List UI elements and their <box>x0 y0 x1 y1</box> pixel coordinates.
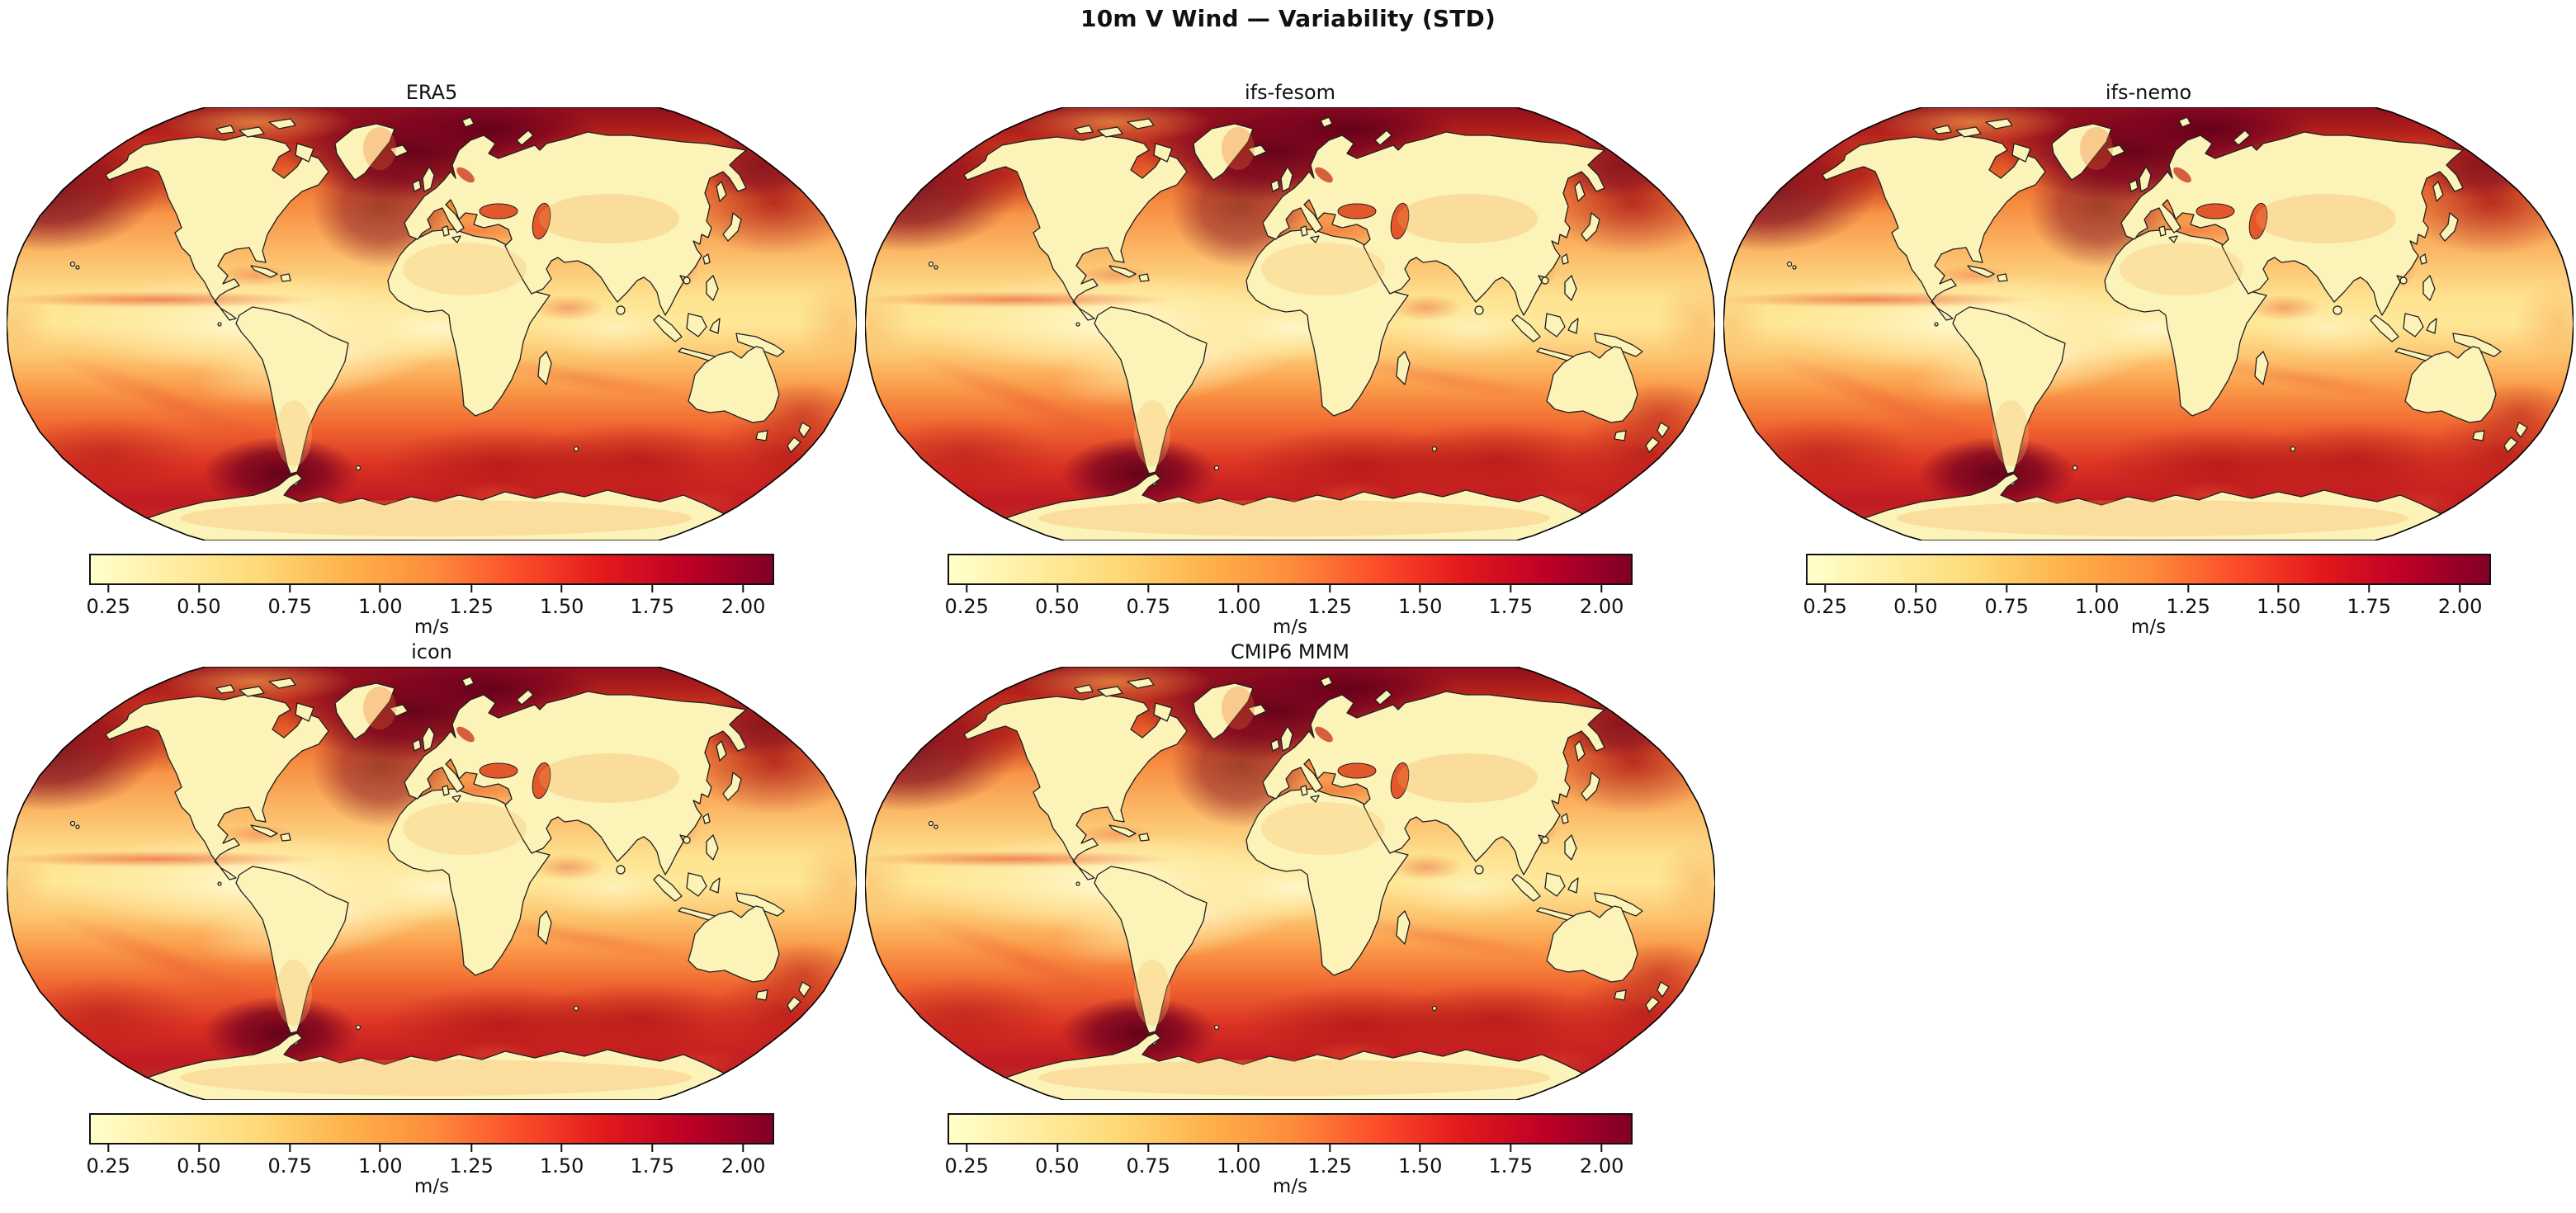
colorbar-tick-1.25: 1.25 <box>1307 1145 1351 1178</box>
colorbar-tick-1.75: 1.75 <box>631 1145 674 1178</box>
colorbar-tick-2.00: 2.00 <box>2438 585 2482 618</box>
world-map-icon <box>7 667 857 1100</box>
colorbar-ticks: 0.25 0.50 0.75 1.00 1.25 1.50 1.75 2.00 <box>945 1145 1633 1178</box>
colorbar-ifs-fesom: 0.25 0.50 0.75 1.00 1.25 1.50 1.75 2.00 m/s <box>945 554 1633 638</box>
colorbar-tick-1.50: 1.50 <box>1398 585 1442 618</box>
colorbar-tick-0.25: 0.25 <box>945 585 989 618</box>
panel-ifs-nemo: ifs-nemo 0.25 0.50 0.75 1.00 1.25 1.50 1.75 2.0… <box>1723 79 2574 638</box>
world-map-ifs-nemo <box>1723 107 2574 540</box>
colorbar-icon: 0.25 0.50 0.75 1.00 1.25 1.50 1.75 2.00 m/s <box>87 1113 774 1197</box>
panel-title-cmip6-mmm: CMIP6 MMM <box>1230 640 1350 663</box>
colorbar-tick-1.50: 1.50 <box>2257 585 2300 618</box>
colorbar-gradient <box>1806 554 2491 585</box>
colorbar-tick-1.25: 1.25 <box>2166 585 2210 618</box>
colorbar-tick-1.25: 1.25 <box>449 1145 493 1178</box>
colorbar-gradient <box>948 554 1633 585</box>
colorbar-gradient <box>89 554 774 585</box>
colorbar-tick-2.00: 2.00 <box>721 585 765 618</box>
panel-icon: icon 0.25 0.50 0.75 1.00 1.25 1.50 1.75 2.00 m/… <box>7 639 857 1197</box>
colorbar-unit-label: m/s <box>414 616 450 638</box>
colorbar-tick-1.75: 1.75 <box>631 585 674 618</box>
panel-title-icon: icon <box>411 640 452 663</box>
colorbar-ticks: 0.25 0.50 0.75 1.00 1.25 1.50 1.75 2.00 <box>945 585 1633 618</box>
colorbar-unit-label: m/s <box>1272 1176 1308 1197</box>
colorbar-tick-0.50: 0.50 <box>1893 585 1937 618</box>
colorbar-unit-label: m/s <box>414 1176 450 1197</box>
world-map-cmip6-mmm <box>865 667 1715 1100</box>
colorbar-tick-0.50: 0.50 <box>177 585 220 618</box>
colorbar-tick-1.00: 1.00 <box>358 585 402 618</box>
colorbar-tick-0.75: 0.75 <box>1126 585 1170 618</box>
colorbar-tick-1.50: 1.50 <box>1398 1145 1442 1178</box>
panel-cmip6-mmm: CMIP6 MMM 0.25 0.50 0.75 1.00 1.25 1.50 1.75 2.… <box>865 639 1715 1197</box>
colorbar-gradient <box>89 1113 774 1145</box>
colorbar-tick-0.75: 0.75 <box>1984 585 2028 618</box>
colorbar-cmip6-mmm: 0.25 0.50 0.75 1.00 1.25 1.50 1.75 2.00 m/s <box>945 1113 1633 1197</box>
colorbar-tick-1.25: 1.25 <box>1307 585 1351 618</box>
colorbar-tick-0.75: 0.75 <box>1126 1145 1170 1178</box>
colorbar-tick-0.75: 0.75 <box>267 585 311 618</box>
colorbar-tick-1.75: 1.75 <box>2347 585 2391 618</box>
colorbar-tick-0.50: 0.50 <box>1035 1145 1079 1178</box>
colorbar-era5: 0.25 0.50 0.75 1.00 1.25 1.50 1.75 2.00 m/s <box>87 554 774 638</box>
world-map-era5 <box>7 107 857 540</box>
colorbar-tick-0.25: 0.25 <box>945 1145 989 1178</box>
colorbar-tick-1.00: 1.00 <box>2075 585 2119 618</box>
colorbar-ticks: 0.25 0.50 0.75 1.00 1.25 1.50 1.75 2.00 <box>87 1145 774 1178</box>
panel-title-era5: ERA5 <box>405 81 458 104</box>
colorbar-tick-0.25: 0.25 <box>87 585 130 618</box>
colorbar-tick-1.00: 1.00 <box>1217 585 1260 618</box>
colorbar-unit-label: m/s <box>1272 616 1308 638</box>
panel-era5: ERA5 0.25 0.50 0.75 1.00 1.25 1.50 1.75 2.00 m/… <box>7 79 857 638</box>
colorbar-tick-0.25: 0.25 <box>87 1145 130 1178</box>
colorbar-tick-1.50: 1.50 <box>540 585 584 618</box>
world-map-ifs-fesom <box>865 107 1715 540</box>
panel-title-ifs-nemo: ifs-nemo <box>2105 81 2192 104</box>
colorbar-tick-2.00: 2.00 <box>1580 1145 1624 1178</box>
colorbar-tick-0.25: 0.25 <box>1803 585 1847 618</box>
colorbar-tick-1.75: 1.75 <box>1489 1145 1533 1178</box>
colorbar-tick-2.00: 2.00 <box>1580 585 1624 618</box>
colorbar-tick-1.75: 1.75 <box>1489 585 1533 618</box>
colorbar-tick-1.00: 1.00 <box>358 1145 402 1178</box>
colorbar-tick-1.50: 1.50 <box>540 1145 584 1178</box>
colorbar-tick-1.25: 1.25 <box>449 585 493 618</box>
colorbar-gradient <box>948 1113 1633 1145</box>
figure-title: 10m V Wind — Variability (STD) <box>1080 5 1496 32</box>
colorbar-ticks: 0.25 0.50 0.75 1.00 1.25 1.50 1.75 2.00 <box>87 585 774 618</box>
colorbar-tick-0.75: 0.75 <box>267 1145 311 1178</box>
colorbar-tick-0.50: 0.50 <box>1035 585 1079 618</box>
colorbar-tick-0.50: 0.50 <box>177 1145 220 1178</box>
panel-title-ifs-fesom: ifs-fesom <box>1244 81 1336 104</box>
panel-ifs-fesom: ifs-fesom 0.25 0.50 0.75 1.00 1.25 1.50 1.75 2.… <box>865 79 1715 638</box>
colorbar-ifs-nemo: 0.25 0.50 0.75 1.00 1.25 1.50 1.75 2.00 m/s <box>1803 554 2491 638</box>
colorbar-ticks: 0.25 0.50 0.75 1.00 1.25 1.50 1.75 2.00 <box>1803 585 2491 618</box>
colorbar-unit-label: m/s <box>2130 616 2167 638</box>
colorbar-tick-2.00: 2.00 <box>721 1145 765 1178</box>
colorbar-tick-1.00: 1.00 <box>1217 1145 1260 1178</box>
